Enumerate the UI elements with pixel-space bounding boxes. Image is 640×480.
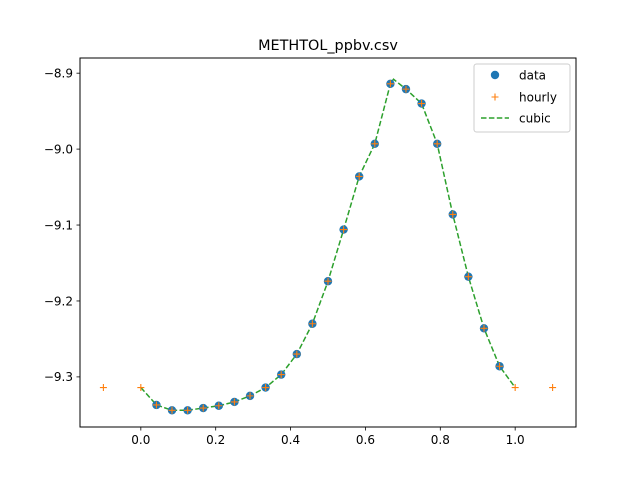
hourly-point (230, 398, 238, 406)
hourly-point (402, 85, 410, 93)
hourly-point (308, 320, 316, 328)
hourly-point (262, 384, 270, 392)
hourly-point (496, 362, 504, 370)
hourly-point (324, 277, 332, 285)
legend-frame (473, 63, 571, 133)
legend-label-cubic: cubic (519, 111, 551, 125)
hourly-point (293, 350, 301, 358)
hourly-point (418, 100, 426, 108)
hourly-point (386, 80, 394, 88)
x-tick-label: 0.0 (131, 433, 150, 447)
hourly-point (99, 384, 107, 392)
chart-title: METHTOL_ppbv.csv (258, 38, 398, 54)
hourly-point (168, 406, 176, 414)
hourly-point (511, 384, 519, 392)
legend-label-data: data (519, 68, 546, 82)
hourly-point (464, 273, 472, 281)
y-tick-label: −9.1 (44, 218, 73, 232)
hourly-point (246, 392, 254, 400)
axes-frame (79, 57, 577, 428)
hourly-point (152, 401, 160, 409)
hourly-point (215, 402, 223, 410)
hourly-point (184, 406, 192, 414)
x-tick-label: 0.8 (431, 433, 450, 447)
axis-ticks: 0.0 0.2 0.4 0.6 0.8 1.0 −8.9 −9.0 −9.1 −9.2 −9.3 (44, 66, 525, 447)
hourly-point (137, 384, 145, 392)
legend-label-hourly: hourly (519, 90, 557, 104)
hourly-point (277, 371, 285, 379)
y-tick-label: −9.2 (44, 294, 73, 308)
y-tick-label: −9.0 (44, 142, 73, 156)
x-tick-label: 0.4 (281, 433, 300, 447)
y-tick-label: −9.3 (44, 370, 73, 384)
hourly-point (199, 404, 207, 412)
hourly-point (549, 384, 557, 392)
legend-handle-data (490, 70, 500, 80)
x-tick-label: 0.2 (206, 433, 225, 447)
hourly-point (371, 140, 379, 148)
hourly-point (340, 226, 348, 234)
x-tick-label: 1.0 (506, 433, 525, 447)
y-tick-label: −8.9 (44, 66, 73, 80)
legend-handle-hourly (491, 93, 499, 101)
x-tick-label: 0.6 (356, 433, 375, 447)
hourly-point (480, 324, 488, 332)
hourly-point (433, 140, 441, 148)
legend: data hourly cubic (473, 63, 571, 133)
plot-area (99, 78, 557, 415)
hourly-point (355, 172, 363, 180)
hourly-point (449, 210, 457, 218)
